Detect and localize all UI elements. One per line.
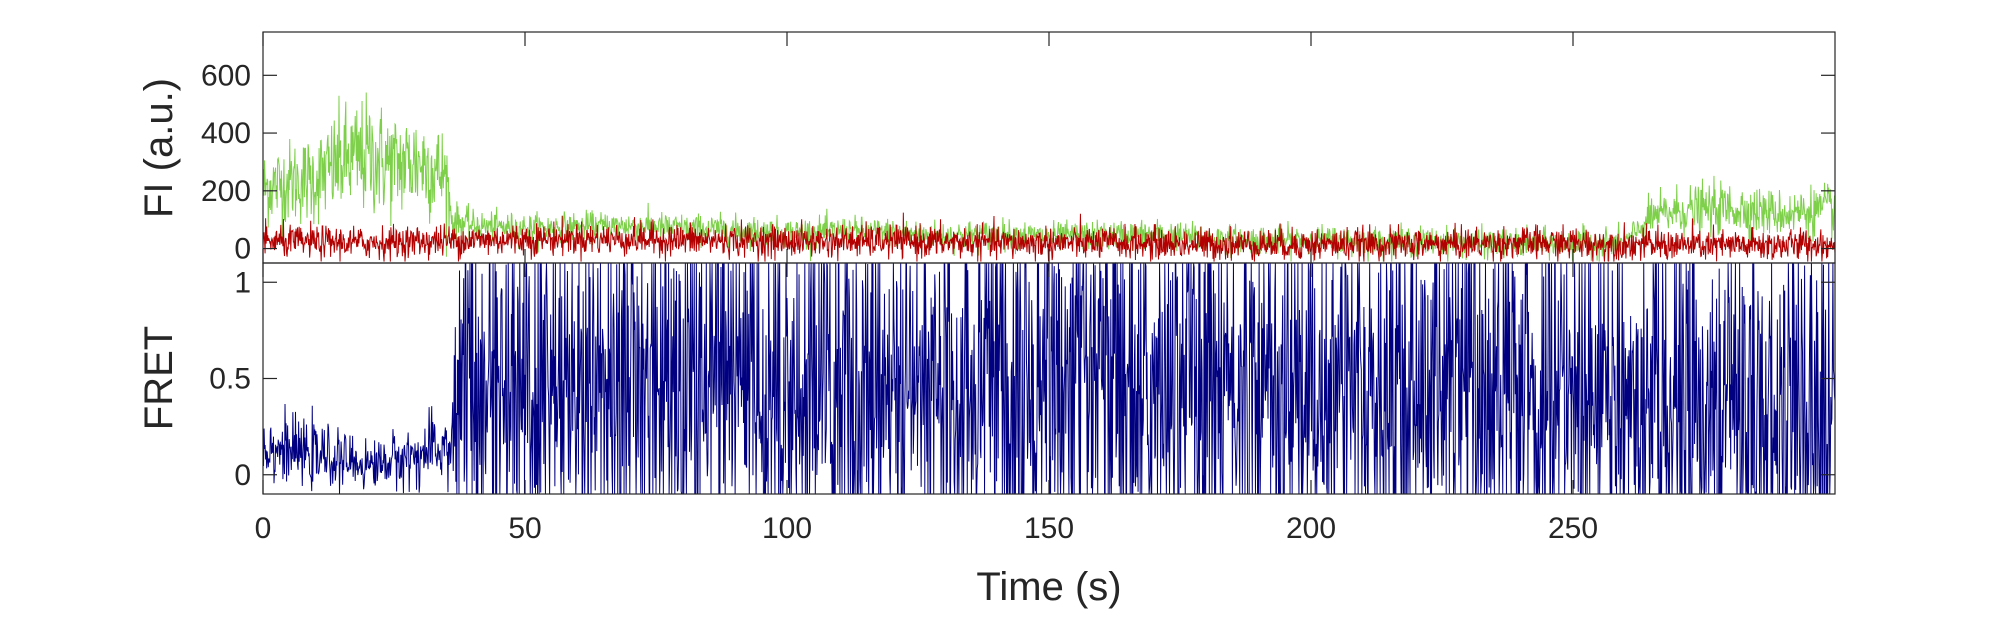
fluorescence-panel: 0 200 400 600 FI (a.u.)	[137, 31, 1836, 266]
fret-ytick-label: 0.5	[209, 363, 251, 396]
xtick-label: 250	[1548, 512, 1598, 545]
fluorescence-y-ticks: 0 200 400 600	[201, 59, 1835, 266]
xtick-label: 0	[255, 512, 272, 545]
fluorescence-ytick-label: 400	[201, 117, 251, 150]
acceptor-intensity-trace	[262, 212, 1836, 262]
fret-ytick-label: 1	[234, 266, 251, 299]
fret-y-axis-label: FRET	[137, 326, 181, 430]
fret-x-ticks: 0 50 100 150 200 250	[255, 32, 1598, 545]
fluorescence-ytick-label: 600	[201, 59, 251, 92]
fluorescence-ytick-label: 0	[234, 233, 251, 266]
fluorescence-plot-area	[262, 92, 1836, 262]
xtick-label: 50	[508, 512, 541, 545]
fluorescence-y-axis-label: FI (a.u.)	[137, 78, 181, 218]
xtick-label: 200	[1286, 512, 1336, 545]
fret-y-ticks: 00.51	[209, 266, 1835, 492]
x-axis-label: Time (s)	[976, 565, 1121, 609]
xtick-label: 150	[1024, 512, 1074, 545]
fluorescence-ytick-label: 200	[201, 175, 251, 208]
donor-intensity-trace	[262, 92, 1836, 262]
fret-ytick-label: 0	[234, 459, 251, 492]
fret-panel: 00.51 0 50 100 150 200 250 FRET Time (s)	[137, 32, 1836, 609]
xtick-label: 100	[762, 512, 812, 545]
